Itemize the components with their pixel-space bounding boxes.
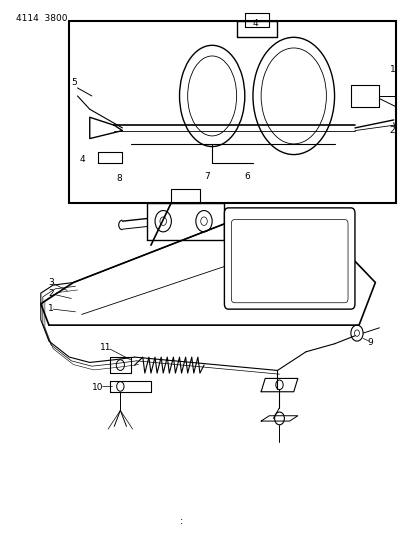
Text: :: : (180, 516, 183, 526)
Text: 5: 5 (71, 78, 77, 87)
Text: 1: 1 (390, 65, 395, 74)
Bar (69, 21, 396, 203)
Text: 3: 3 (48, 278, 54, 287)
Text: 4114  3800: 4114 3800 (16, 14, 68, 23)
Text: 6: 6 (245, 173, 251, 181)
Text: 1: 1 (48, 304, 54, 312)
Text: 7: 7 (204, 173, 210, 181)
Text: 8: 8 (116, 174, 122, 183)
FancyBboxPatch shape (231, 220, 348, 303)
Text: 4: 4 (80, 156, 85, 164)
Text: 4: 4 (253, 20, 259, 28)
Text: 9: 9 (367, 338, 373, 346)
Text: 11: 11 (100, 343, 111, 352)
Text: 10: 10 (92, 383, 103, 392)
FancyBboxPatch shape (224, 208, 355, 309)
Text: 2: 2 (48, 289, 54, 297)
Text: 2: 2 (390, 126, 395, 135)
